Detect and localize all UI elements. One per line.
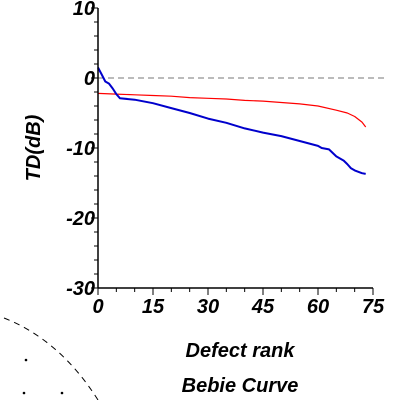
- y-tick-label: 10: [73, 0, 95, 20]
- chart-caption: Bebie Curve: [182, 375, 299, 397]
- field-arc-decoration: [3, 317, 99, 400]
- patient-defect-curve: [97, 67, 366, 175]
- normal-reference-curve: [97, 92, 367, 128]
- x-tick-label: 0: [92, 296, 103, 318]
- y-tick-label: -10: [66, 138, 95, 160]
- y-tick-label: -30: [66, 278, 95, 300]
- arc-dot: [22, 391, 26, 395]
- x-tick-label: 60: [307, 296, 329, 318]
- x-tick-label: 75: [362, 296, 385, 318]
- x-axis-title: Defect rank: [186, 340, 296, 362]
- x-tick-label: 45: [251, 296, 275, 318]
- y-tick-label: -20: [66, 208, 95, 230]
- x-tick-label: 15: [142, 296, 165, 318]
- x-tick-label: 30: [197, 296, 219, 318]
- arc-dot: [24, 358, 28, 362]
- y-axis-title: TD(dB): [23, 114, 45, 181]
- arc-dot: [60, 391, 64, 395]
- y-tick-label: 0: [84, 68, 95, 90]
- arc-dashed-line: [3, 317, 99, 400]
